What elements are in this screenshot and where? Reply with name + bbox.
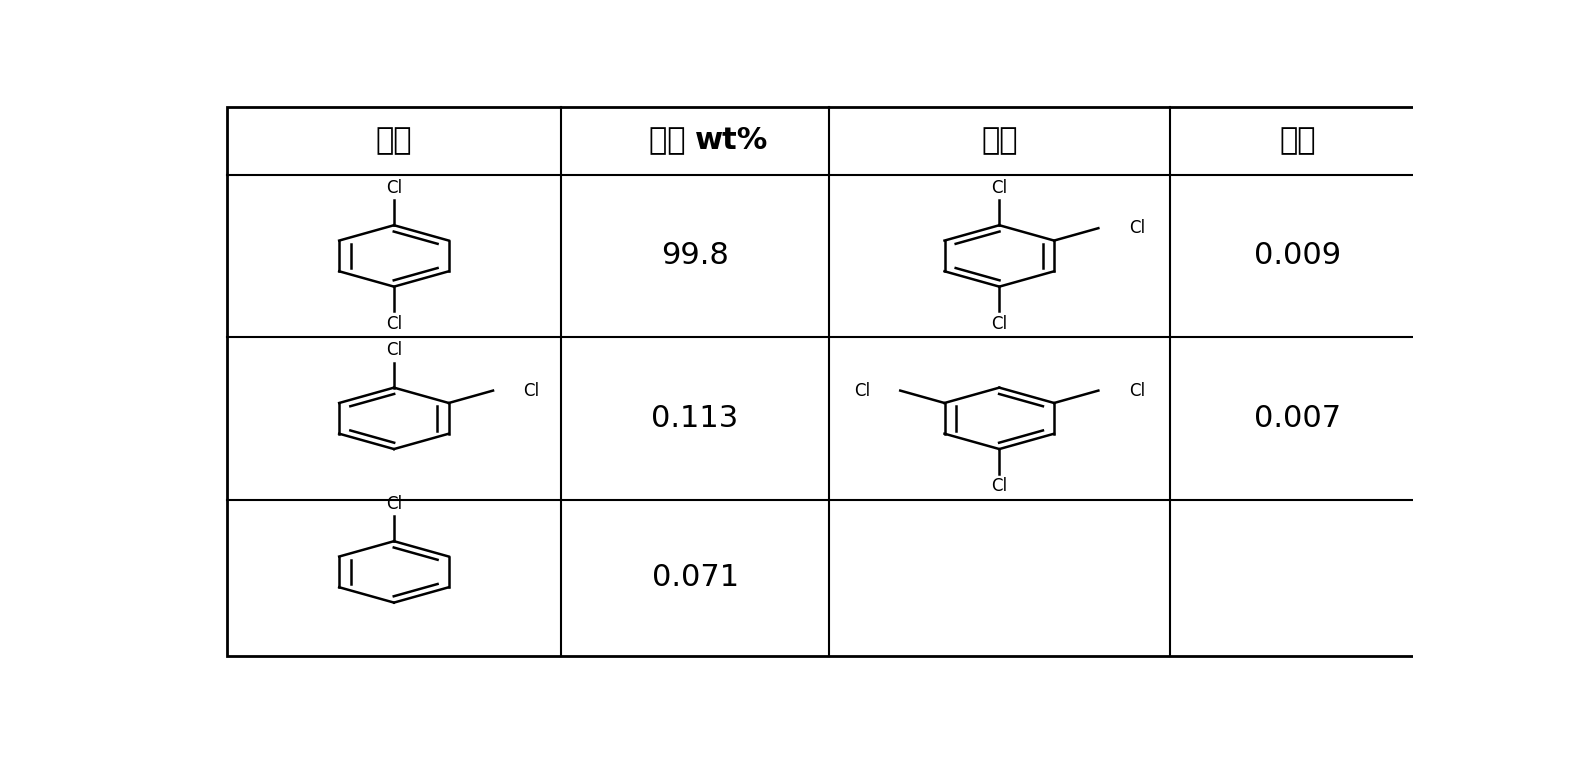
Text: Cl: Cl bbox=[854, 382, 870, 400]
Text: Cl: Cl bbox=[1129, 219, 1145, 237]
Text: 0.009: 0.009 bbox=[1254, 242, 1341, 271]
Text: 含量: 含量 bbox=[1280, 127, 1316, 155]
Text: 99.8: 99.8 bbox=[661, 242, 728, 271]
Text: 0.071: 0.071 bbox=[652, 563, 738, 592]
Text: Cl: Cl bbox=[991, 477, 1008, 495]
Text: 0.007: 0.007 bbox=[1254, 404, 1341, 433]
Text: Cl: Cl bbox=[386, 314, 402, 333]
Text: 成分: 成分 bbox=[375, 127, 413, 155]
Text: Cl: Cl bbox=[386, 179, 402, 197]
Text: Cl: Cl bbox=[991, 179, 1008, 197]
Text: Cl: Cl bbox=[523, 382, 540, 400]
Text: 含量: 含量 bbox=[648, 127, 696, 155]
Text: Cl: Cl bbox=[1129, 382, 1145, 400]
Text: Cl: Cl bbox=[991, 314, 1008, 333]
Text: 0.113: 0.113 bbox=[652, 404, 739, 433]
Text: wt%: wt% bbox=[696, 127, 768, 155]
Text: 成分: 成分 bbox=[981, 127, 1017, 155]
Text: Cl: Cl bbox=[386, 341, 402, 360]
Text: Cl: Cl bbox=[386, 495, 402, 513]
